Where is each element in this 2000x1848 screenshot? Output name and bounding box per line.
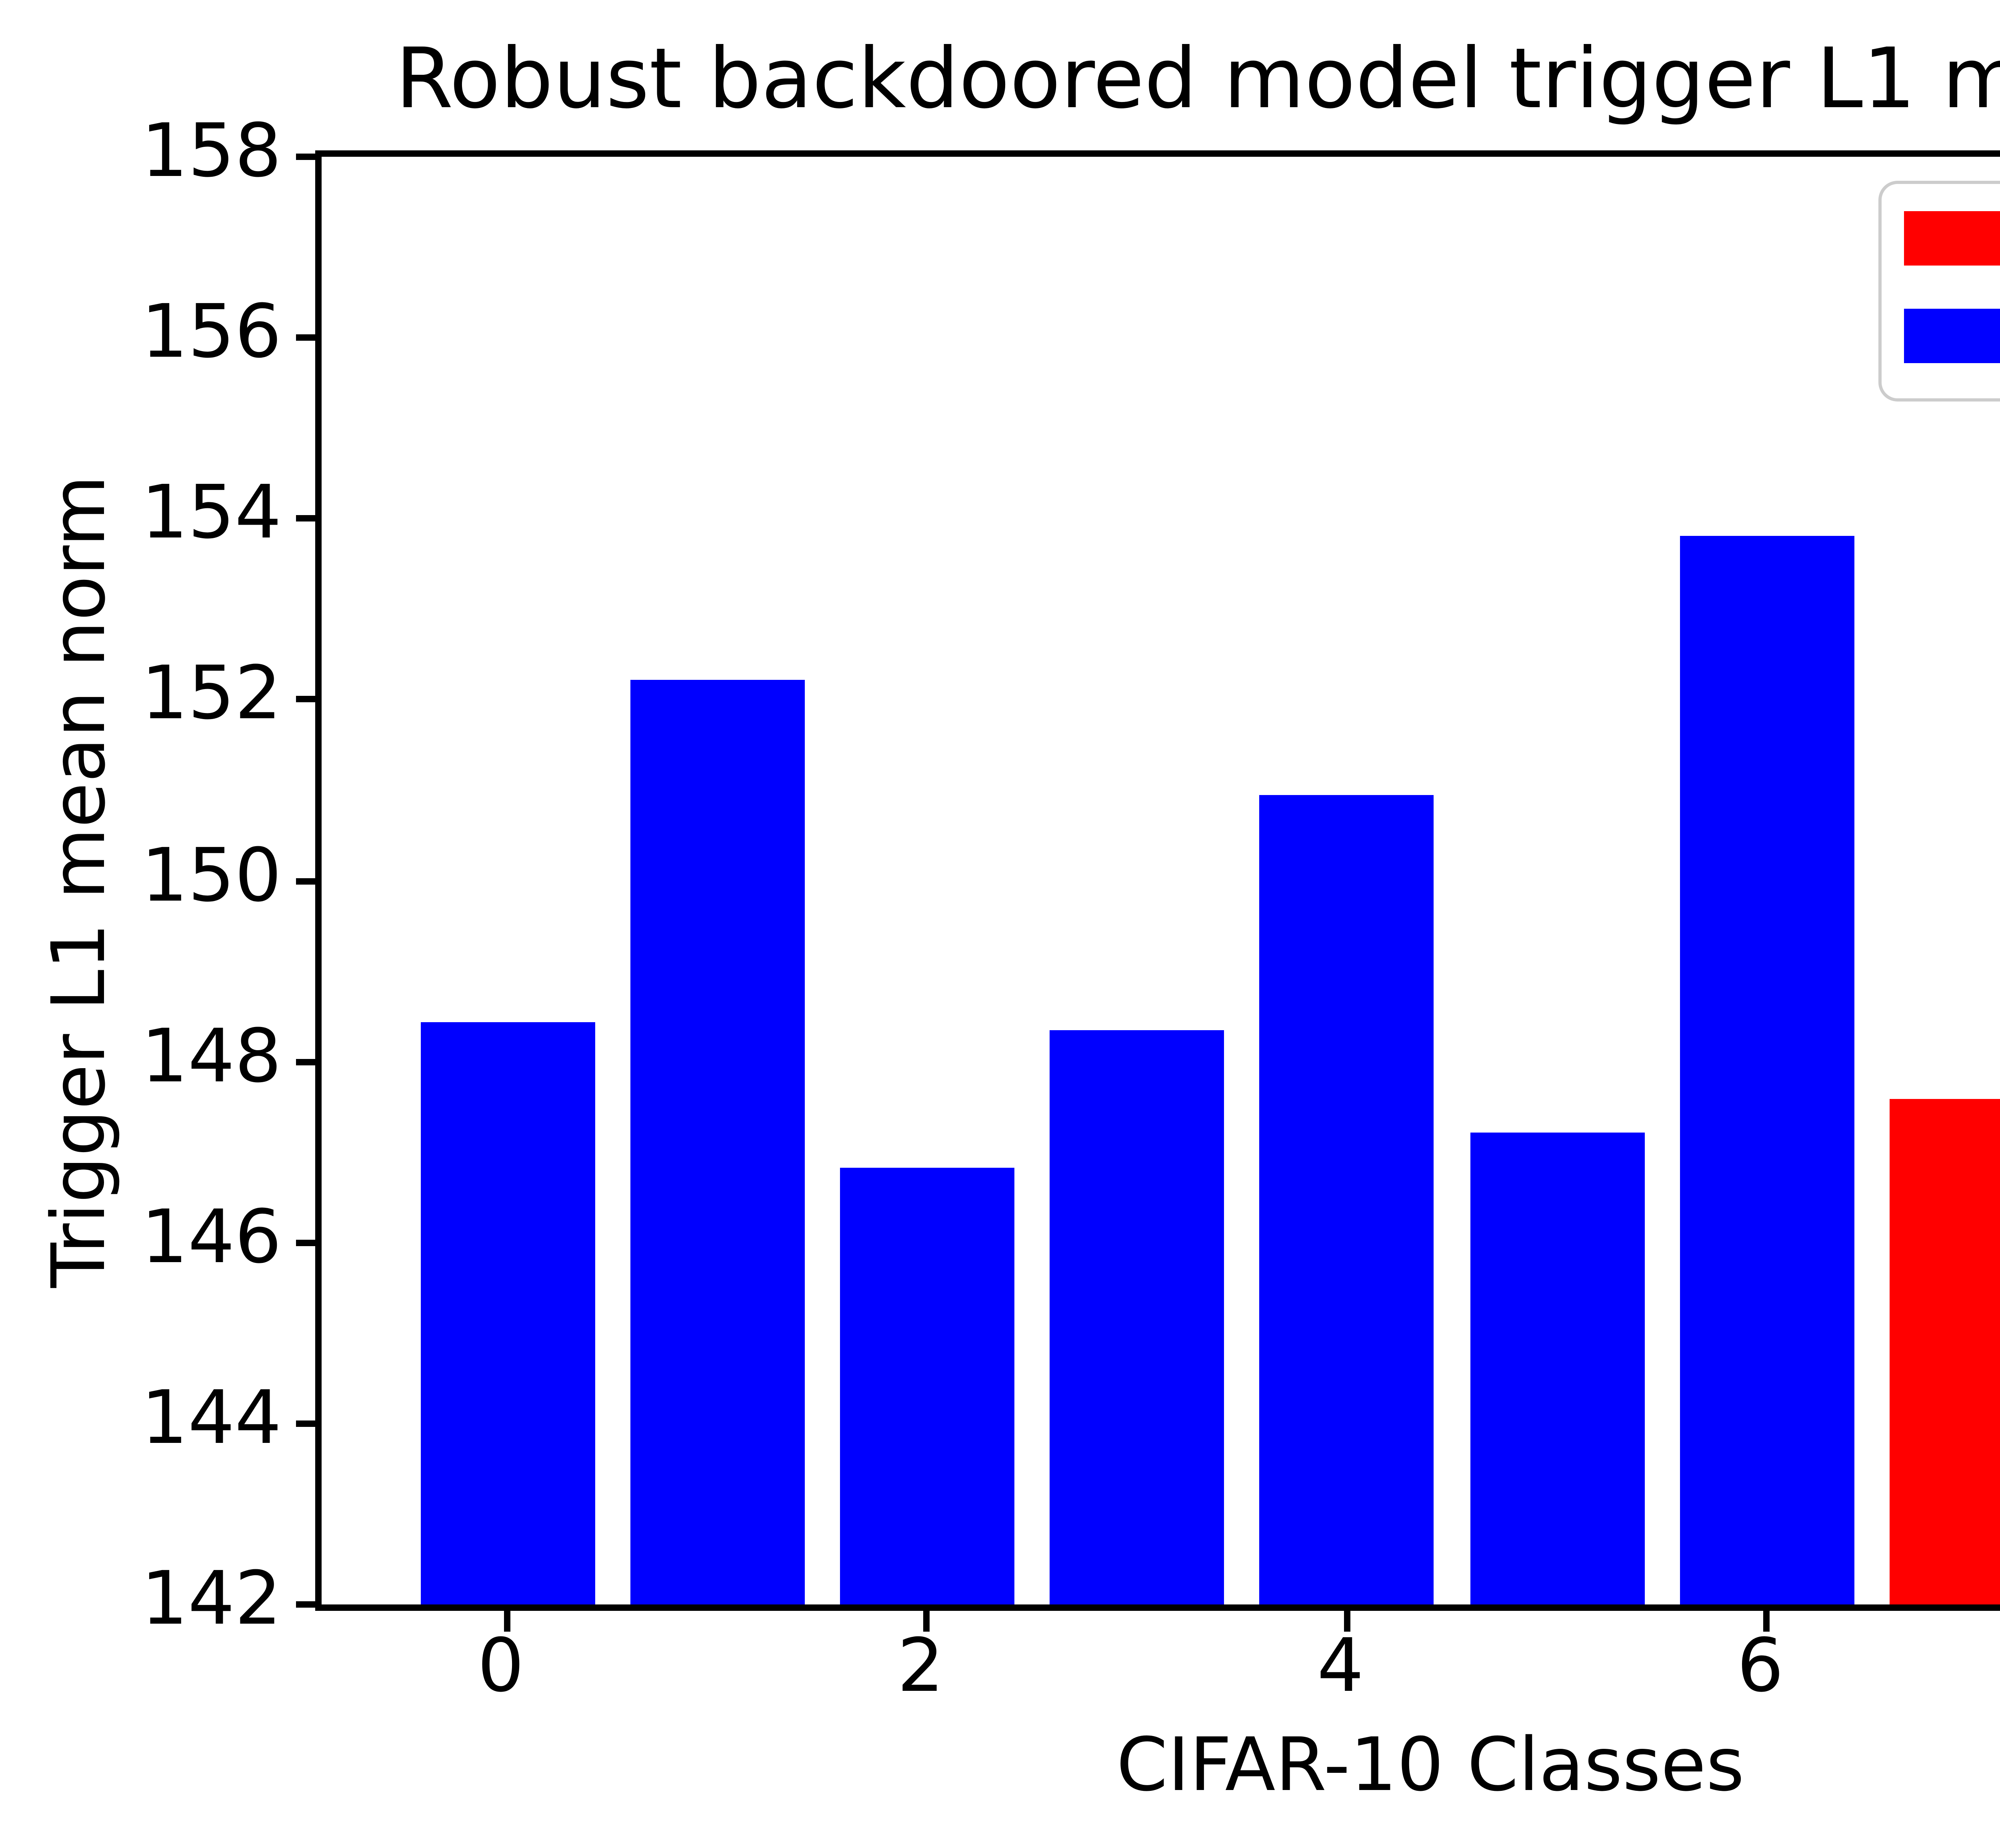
bar-backdoored <box>1889 1099 2000 1604</box>
y-tick-label: 156 <box>141 288 282 375</box>
y-tick-label: 142 <box>141 1555 282 1641</box>
bar-clean <box>1050 1030 1224 1604</box>
y-tick-label: 144 <box>141 1374 282 1460</box>
y-tick-label: 146 <box>141 1193 282 1279</box>
y-tick <box>295 1239 315 1246</box>
y-tick-label: 148 <box>141 1012 282 1099</box>
y-tick <box>295 334 315 341</box>
y-tick-label: 150 <box>141 831 282 917</box>
legend: backdoored clean <box>1878 181 2000 402</box>
x-tick-label: 6 <box>1737 1622 1784 1708</box>
bar-clean <box>1470 1133 1644 1604</box>
bar-clean <box>840 1168 1014 1604</box>
x-tick-label: 0 <box>477 1622 524 1708</box>
x-tick <box>1344 1611 1350 1631</box>
y-tick-label: 154 <box>141 469 282 555</box>
x-tick <box>504 1611 510 1631</box>
bar-clean <box>630 679 804 1604</box>
x-tick-label: 2 <box>897 1622 944 1708</box>
y-tick <box>295 515 315 522</box>
x-tick <box>1763 1611 1770 1631</box>
chart-title: Robust backdoored model trigger L1 mean … <box>395 32 2000 128</box>
legend-swatch-backdoored-icon <box>1904 211 2000 266</box>
y-tick <box>295 154 315 160</box>
bar-clean <box>1260 795 1434 1604</box>
y-tick <box>295 1058 315 1065</box>
y-tick-label: 158 <box>141 107 282 194</box>
y-tick <box>295 1601 315 1608</box>
legend-item-backdoored: backdoored <box>1904 211 2000 266</box>
y-tick <box>295 696 315 703</box>
x-tick <box>924 1611 930 1631</box>
legend-swatch-clean-icon <box>1904 309 2000 363</box>
bar-clean <box>420 1023 594 1604</box>
y-tick <box>295 1420 315 1427</box>
y-tick <box>295 877 315 884</box>
y-tick-label: 152 <box>141 650 282 737</box>
legend-item-clean: clean <box>1904 309 2000 363</box>
bar-clean <box>1679 535 1854 1604</box>
plot-area <box>295 150 2000 1631</box>
x-tick-label: 4 <box>1317 1622 1364 1708</box>
x-axis-label: CIFAR-10 Classes <box>1116 1721 1745 1808</box>
